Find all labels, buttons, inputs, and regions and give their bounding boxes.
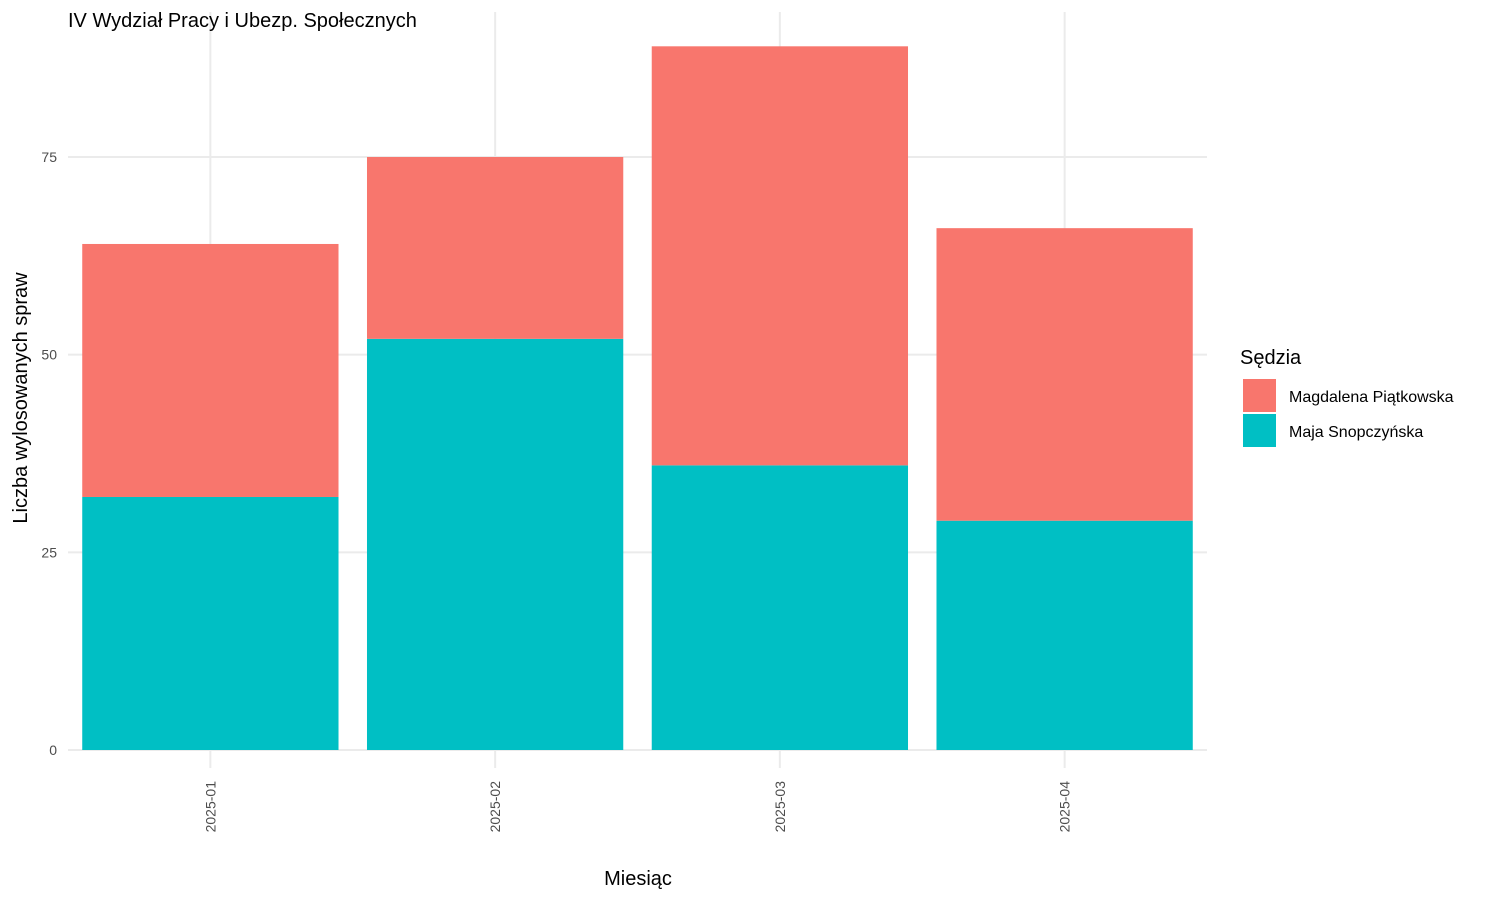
y-tick-label-0: 0: [49, 742, 57, 758]
bar-2025-02-0: [366, 338, 624, 750]
y-axis-title: Liczba wylosowanych spraw: [10, 272, 32, 524]
bar-2025-03-0: [651, 465, 909, 750]
y-tick-label-25: 25: [41, 544, 57, 560]
legend-label-0: Magdalena Piątkowska: [1289, 389, 1454, 406]
bar-2025-02-1: [366, 157, 624, 339]
y-tick-label-75: 75: [41, 149, 57, 165]
legend-items: Magdalena Piątkowska Maja Snopczyńska: [1243, 379, 1454, 447]
legend-key-1: [1243, 414, 1276, 447]
bar-2025-04-0: [936, 520, 1193, 750]
bar-2025-01-0: [82, 496, 339, 750]
x-tick-label-2025-04: 2025-04: [1057, 781, 1073, 833]
legend-key-0: [1243, 379, 1276, 412]
x-tick-label-2025-03: 2025-03: [772, 781, 788, 833]
bar-2025-01-1: [82, 243, 339, 497]
bars: [82, 46, 1193, 750]
y-tick-label-50: 50: [41, 347, 57, 363]
x-tick-label-2025-02: 2025-02: [487, 781, 503, 833]
chart-title: IV Wydział Pracy i Ubezp. Społecznych: [68, 10, 417, 32]
legend-title: Sędzia: [1240, 347, 1302, 369]
x-axis-ticks: 2025-01 2025-02 2025-03 2025-04: [202, 781, 1072, 833]
x-axis-title: Miesiąc: [604, 868, 672, 890]
bar-2025-03-1: [651, 46, 909, 466]
legend: Sędzia Magdalena Piątkowska Maja Snopczyń…: [1240, 347, 1454, 447]
x-tick-label-2025-01: 2025-01: [202, 781, 218, 833]
bar-2025-04-1: [936, 228, 1193, 521]
y-axis-ticks: 0 25 50 75: [41, 149, 57, 758]
legend-label-1: Maja Snopczyńska: [1289, 424, 1423, 441]
